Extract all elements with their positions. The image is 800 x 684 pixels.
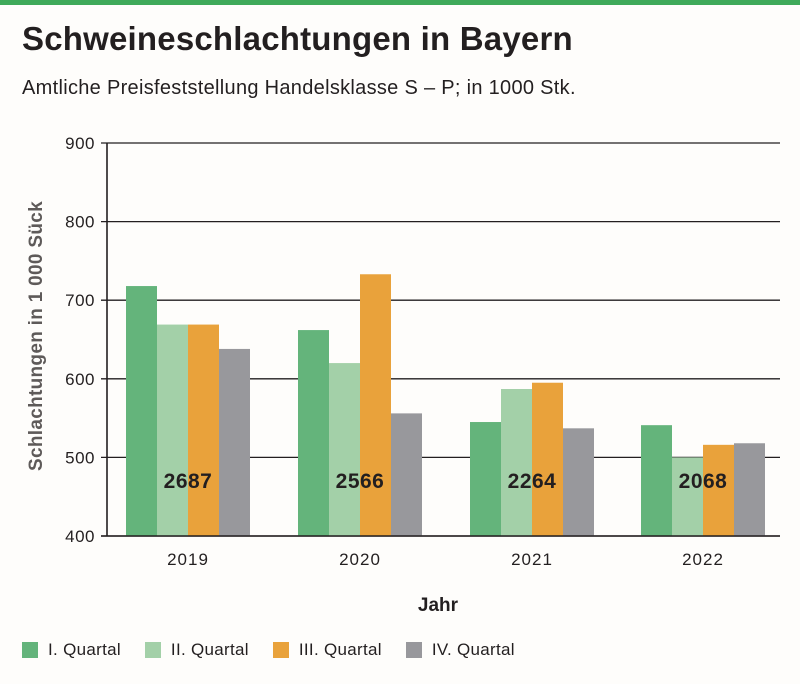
y-tick-label: 700 bbox=[65, 291, 95, 310]
bar-2019-q3 bbox=[188, 324, 219, 536]
legend-label: III. Quartal bbox=[298, 640, 382, 659]
chart-legend: I. Quartal II. Quartal III. Quartal IV. Qua… bbox=[22, 638, 539, 662]
chart-title: Schweineschlachtungen in Bayern bbox=[22, 20, 573, 57]
y-tick-label: 400 bbox=[65, 527, 95, 546]
bar-2020-q1 bbox=[298, 330, 329, 536]
group-total-label: 2687 bbox=[164, 470, 213, 493]
legend-label: II. Quartal bbox=[170, 640, 249, 659]
legend-swatch bbox=[405, 642, 422, 658]
bar-2019-q1 bbox=[126, 286, 157, 536]
bar-2021-q3 bbox=[532, 382, 563, 536]
y-tick-label: 900 bbox=[65, 134, 95, 153]
bar-2019-q4 bbox=[219, 348, 250, 536]
chart-subtitle: Amtliche Preisfeststellung Handelsklasse… bbox=[22, 77, 576, 99]
bar-2020-q2 bbox=[329, 363, 360, 536]
bar-2021-q1 bbox=[470, 422, 501, 536]
legend-item: III. Quartal bbox=[272, 640, 382, 660]
bar-2022-q4 bbox=[734, 443, 765, 536]
legend-item: IV. Quartal bbox=[405, 640, 515, 660]
legend-swatch bbox=[144, 642, 161, 658]
y-axis-title: Schlachtungen in 1 000 Sück bbox=[26, 201, 47, 471]
bar-2021-q2 bbox=[501, 389, 532, 536]
bar-2020-q3 bbox=[360, 274, 391, 536]
y-tick-label: 800 bbox=[65, 213, 95, 232]
legend-swatch bbox=[272, 642, 289, 658]
group-total-label: 2068 bbox=[679, 470, 728, 493]
legend-label: IV. Quartal bbox=[431, 640, 515, 659]
top-accent-rule bbox=[0, 0, 800, 5]
group-total-label: 2566 bbox=[336, 470, 385, 493]
x-axis-title: Jahr bbox=[418, 595, 459, 616]
y-tick-label: 600 bbox=[65, 370, 95, 389]
group-total-label: 2264 bbox=[508, 470, 557, 493]
x-tick-label: 2020 bbox=[339, 550, 381, 569]
bar-2022-q1 bbox=[641, 425, 672, 536]
bar-2022-q3 bbox=[703, 444, 734, 536]
legend-item: I. Quartal bbox=[22, 640, 121, 660]
y-tick-label: 500 bbox=[65, 448, 95, 467]
legend-label: I. Quartal bbox=[48, 640, 121, 659]
bar-2019-q2 bbox=[157, 324, 188, 536]
x-tick-label: 2021 bbox=[511, 550, 553, 569]
bar-2021-q4 bbox=[563, 428, 594, 536]
legend-item: II. Quartal bbox=[144, 640, 249, 660]
x-tick-label: 2022 bbox=[682, 550, 724, 569]
bar-2022-q2 bbox=[672, 457, 703, 536]
bar-2020-q4 bbox=[391, 413, 422, 536]
x-tick-label: 2019 bbox=[167, 550, 209, 569]
legend-swatch bbox=[22, 642, 38, 658]
